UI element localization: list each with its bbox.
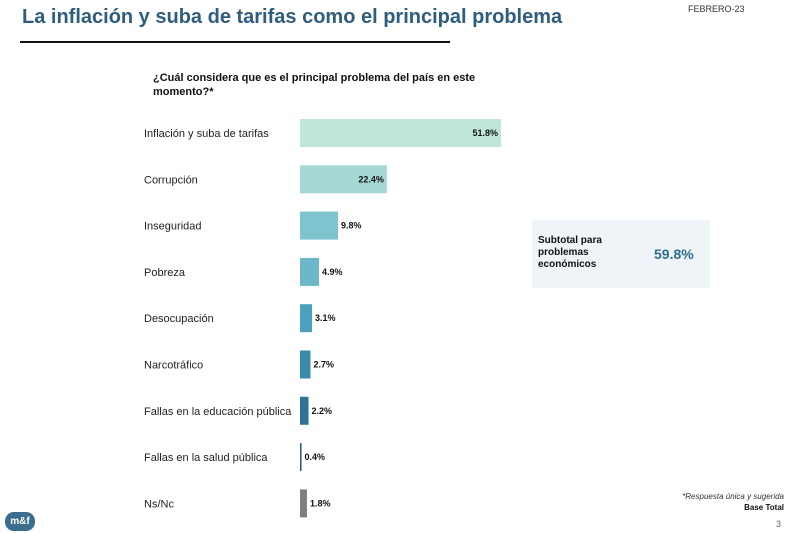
bar-narcotrafico [300,350,311,379]
category-label-corrupcion: Corrupción [144,174,198,186]
bar-inflacion-y-suba-de-tarifas [300,119,501,147]
chart-title: ¿Cuál considera que es el principal prob… [153,72,476,98]
page-title: La inflación y suba de tarifas como el p… [22,6,563,28]
value-label-narcotrafico: 2.7% [313,360,334,370]
category-label-narcotrafico: Narcotráfico [144,360,203,372]
value-label-ns-nc: 1.8% [310,498,331,508]
footnote: *Respuesta única y sugerida [682,492,784,501]
subtotal-box: Subtotal para problemas económicos 59.8% [532,220,710,288]
bar-ns-nc [300,489,307,518]
value-label-inseguridad: 9.8% [341,221,362,231]
page-number: 3 [776,519,782,529]
bar-corrupcion [300,165,387,194]
bar-fallas-en-la-salud-publica [300,443,302,472]
category-label-ns-nc: Ns/Nc [144,498,174,510]
bar-desocupacion [300,304,313,333]
category-label-inflacion-y-suba-de-tarifas: Inflación y suba de tarifas [144,128,269,140]
value-label-desocupacion: 3.1% [315,313,336,323]
bar-pobreza [300,257,320,286]
value-label-corrupcion: 22.4% [358,174,384,184]
base-label: Base Total [744,503,784,512]
category-label-fallas-en-la-educacion-publica: Fallas en la educación pública [144,406,292,418]
subtotal-label: Subtotal para problemas económicos [538,235,602,270]
category-label-desocupacion: Desocupación [144,313,214,325]
value-label-inflacion-y-suba-de-tarifas: 51.8% [472,128,498,138]
category-label-fallas-en-la-salud-publica: Fallas en la salud pública [144,452,268,464]
value-label-fallas-en-la-educacion-publica: 2.2% [312,406,333,416]
brand-logo: m&f [5,512,35,531]
report-date: FEBRERO-23 [688,4,745,14]
subtotal-value: 59.8% [654,246,694,262]
category-label-inseguridad: Inseguridad [144,221,202,233]
value-label-pobreza: 4.9% [322,267,343,277]
category-label-pobreza: Pobreza [144,267,186,279]
bar-inseguridad [300,211,339,240]
title-underline [20,41,450,43]
bar-fallas-en-la-educacion-publica [300,396,309,425]
value-label-fallas-en-la-salud-publica: 0.4% [305,452,326,462]
